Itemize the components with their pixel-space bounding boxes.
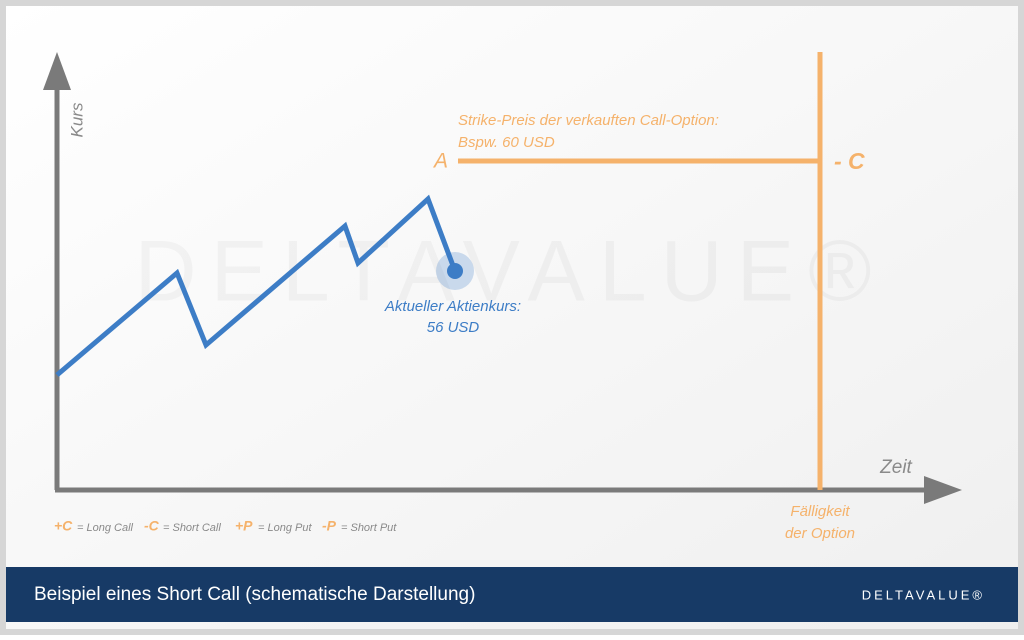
strike-text: Strike-Preis der verkauften Call-Option: [458,112,719,129]
y-axis-label: Kurs [67,102,86,137]
legend-text: = Short Call [163,522,221,534]
price-dot [447,263,463,279]
legend: +C = Long Call -C = Short Call +P = Long… [54,518,397,534]
footer-logo: DELTAVALUE® [862,587,985,602]
legend-symbol: -C [144,518,160,534]
strike-marker: A [432,150,448,173]
legend-text: = Short Put [341,522,397,534]
y-arrow [43,52,71,90]
legend-symbol: +C [54,518,73,534]
current-price-text: 56 USD [427,319,480,336]
legend-text: = Long Call [77,522,134,534]
footer-title: Beispiel eines Short Call (schematische … [34,584,475,605]
x-axis-label: Zeit [879,457,912,478]
footer [6,567,1018,622]
current-price-text: Aktueller Aktienkurs: [384,298,521,315]
expiry-marker: - C [834,148,865,174]
x-arrow [924,476,962,504]
legend-text: = Long Put [258,522,312,534]
price-path [55,194,458,377]
canvas [6,6,1018,629]
expiry-text: der Option [785,525,855,542]
legend-symbol: -P [322,518,337,534]
legend-symbol: +P [235,518,253,534]
strike-text: Bspw. 60 USD [458,134,555,151]
expiry-text: Fälligkeit [790,503,850,520]
